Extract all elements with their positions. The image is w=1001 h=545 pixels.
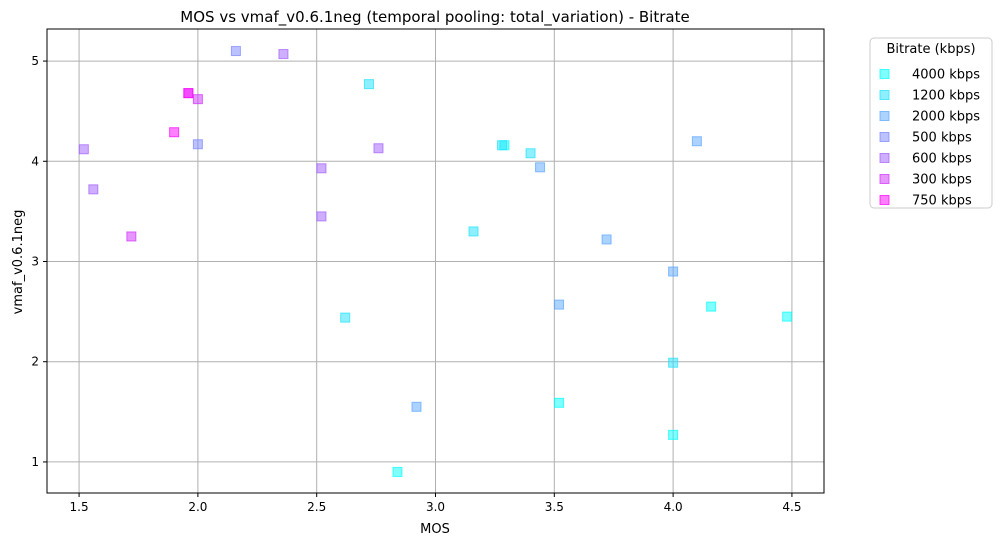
- x-tick-label: 2.0: [188, 500, 207, 514]
- data-point: [278, 49, 289, 60]
- legend-label: 2000 kbps: [912, 110, 980, 125]
- data-point: [392, 466, 403, 477]
- y-tick-label: 5: [31, 54, 39, 68]
- data-point: [316, 211, 327, 222]
- data-point: [363, 79, 374, 90]
- x-tick-label: 1.5: [70, 500, 89, 514]
- x-tick-label: 3.0: [426, 500, 445, 514]
- data-point: [192, 139, 203, 150]
- legend-box: [869, 37, 993, 209]
- legend-entries: 4000 kbps 1200 kbps 2000 kbps 500 kbps 600 k…: [879, 68, 980, 209]
- legend-label: 4000 kbps: [912, 68, 980, 83]
- data-point: [340, 312, 351, 323]
- data-point: [554, 299, 565, 310]
- legend-title: Bitrate (kbps): [886, 42, 975, 57]
- data-point: [601, 234, 612, 245]
- data-point: [706, 301, 717, 312]
- data-point: [88, 184, 99, 195]
- data-point: [782, 311, 793, 322]
- data-point: [668, 429, 679, 440]
- x-axis-ticks: 1.5 2.0 2.5 3.0 3.5 4.0 4.5: [70, 493, 801, 514]
- chart-title: MOS vs vmaf_v0.6.1neg (temporal pooling:…: [180, 8, 689, 27]
- data-point: [126, 231, 137, 242]
- legend-marker: [879, 111, 890, 121]
- data-point: [373, 143, 384, 154]
- legend: Bitrate (kbps) 4000 kbps 1200 kbps 2000 kb…: [869, 37, 993, 209]
- data-point: [230, 46, 241, 57]
- y-axis-ticks: 1 2 3 4 5: [31, 54, 47, 469]
- data-point: [691, 136, 702, 147]
- data-point: [78, 144, 89, 155]
- data-point: [468, 226, 479, 237]
- data-point: [668, 357, 679, 368]
- x-tick-label: 2.5: [307, 500, 326, 514]
- legend-label: 600 kbps: [912, 152, 972, 167]
- x-tick-label: 4.5: [782, 500, 801, 514]
- data-point: [192, 94, 203, 105]
- data-point: [668, 266, 679, 277]
- y-tick-label: 2: [31, 355, 39, 369]
- legend-label: 500 kbps: [912, 131, 972, 146]
- legend-label: 750 kbps: [912, 194, 972, 209]
- y-tick-label: 1: [31, 455, 39, 469]
- data-point: [169, 127, 180, 138]
- x-axis-label: MOS: [420, 522, 450, 537]
- x-tick-label: 3.5: [545, 500, 564, 514]
- legend-marker: [879, 153, 890, 163]
- legend-marker: [879, 90, 890, 100]
- legend-label: 1200 kbps: [912, 89, 980, 104]
- data-point: [525, 148, 536, 159]
- y-tick-label: 3: [31, 255, 39, 269]
- legend-label: 300 kbps: [912, 173, 972, 188]
- data-point: [535, 162, 546, 173]
- data-points: [78, 46, 793, 477]
- legend-marker: [879, 174, 890, 184]
- y-tick-label: 4: [31, 154, 39, 168]
- legend-marker: [879, 69, 890, 79]
- data-point: [411, 401, 422, 412]
- legend-marker: [879, 132, 890, 142]
- data-point: [183, 88, 194, 99]
- data-point: [497, 140, 508, 151]
- y-axis-label: vmaf_v0.6.1neg: [11, 210, 26, 315]
- x-tick-label: 4.0: [664, 500, 683, 514]
- data-point: [316, 163, 327, 174]
- legend-marker: [879, 195, 890, 205]
- grid: [47, 29, 824, 493]
- data-point: [554, 397, 565, 408]
